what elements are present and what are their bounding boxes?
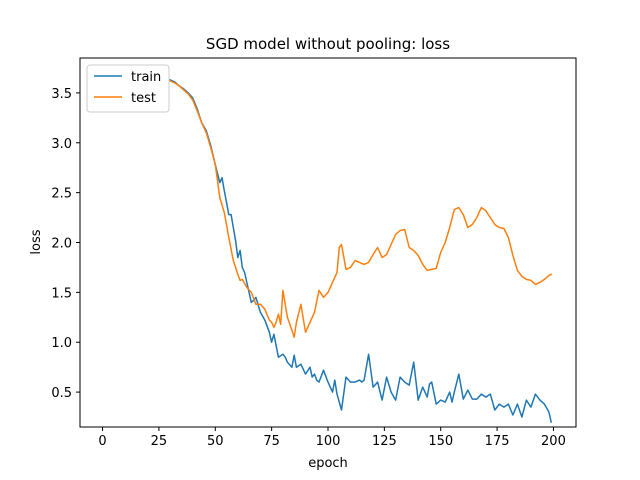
chart-title: SGD model without pooling: loss — [206, 35, 450, 53]
x-tick-label: 0 — [98, 434, 106, 449]
x-tick-label: 75 — [263, 434, 280, 449]
y-tick-label: 0.5 — [51, 386, 72, 401]
y-tick-label: 3.5 — [51, 87, 72, 102]
y-axis-label: loss — [29, 229, 44, 254]
plot-area — [169, 78, 553, 423]
y-tick-label: 2.5 — [51, 187, 72, 202]
x-tick-label: 200 — [541, 434, 566, 449]
x-tick-label: 150 — [428, 434, 453, 449]
legend-label-test: test — [131, 91, 156, 106]
x-tick-label: 25 — [151, 434, 168, 449]
y-tick-label: 3.0 — [51, 137, 72, 152]
axis-ticks: 0 25 50 75 100 125 150 175 200 0.5 1.0 1.5 2.0 2.5 3.0… — [51, 87, 566, 449]
y-tick-label: 2.0 — [51, 237, 72, 252]
series-line-test — [169, 79, 553, 338]
y-tick-label: 1.5 — [51, 286, 72, 301]
x-tick-label: 125 — [372, 434, 397, 449]
legend: train test — [86, 64, 170, 113]
legend-label-train: train — [131, 70, 161, 85]
x-axis-label: epoch — [308, 456, 348, 471]
x-tick-label: 50 — [207, 434, 224, 449]
x-tick-label: 100 — [316, 434, 341, 449]
y-tick-label: 1.0 — [51, 336, 72, 351]
x-tick-label: 175 — [485, 434, 510, 449]
series-line-train — [169, 78, 553, 423]
